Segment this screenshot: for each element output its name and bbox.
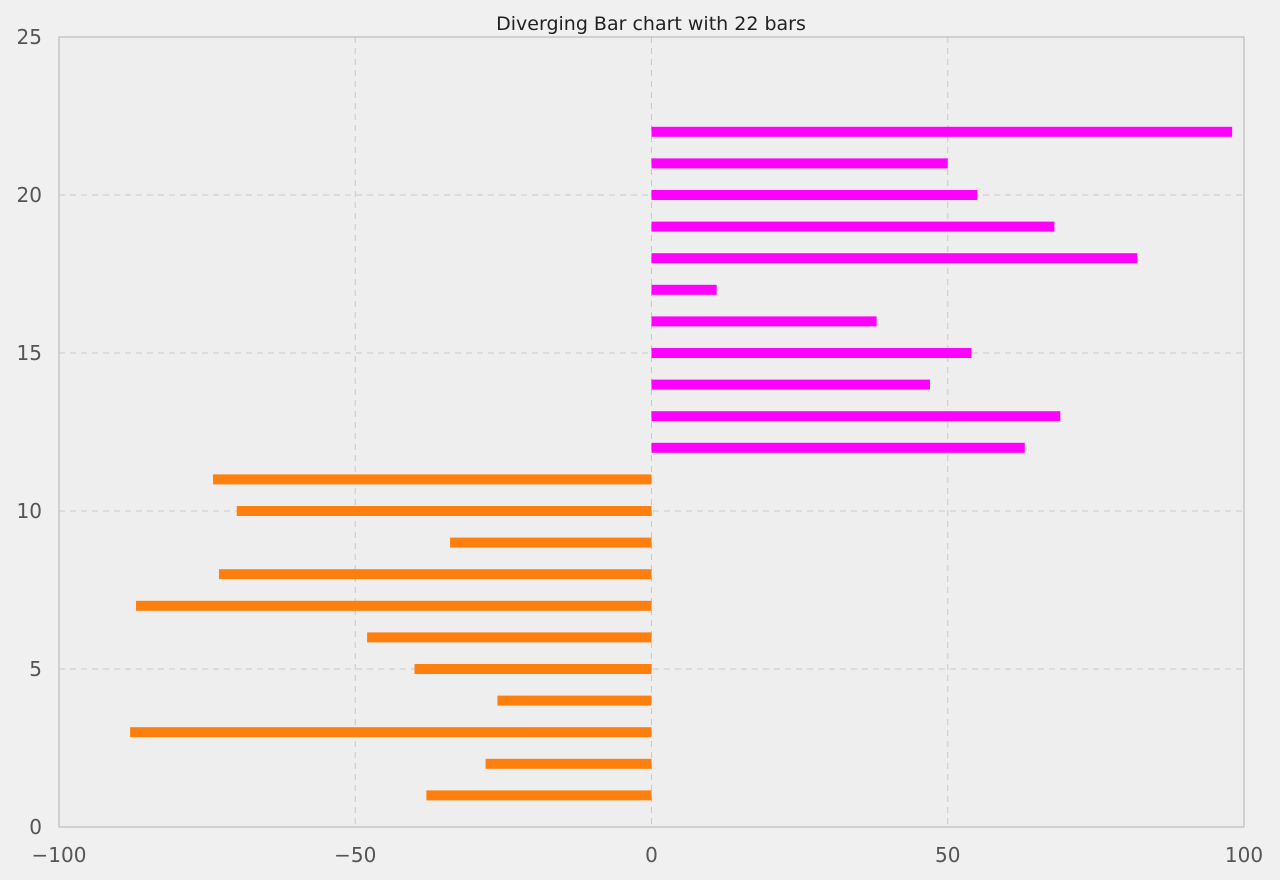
y-tick-label: 10 [17, 499, 42, 523]
y-tick-label: 0 [29, 815, 42, 839]
y-tick-labels: 0 5 10 15 20 25 [17, 25, 42, 839]
plot-area [59, 37, 1244, 827]
bar-13 [651, 411, 1061, 422]
bar-8 [218, 569, 652, 580]
x-tick-label: 100 [1225, 843, 1263, 867]
bar-18 [651, 253, 1138, 264]
chart-title: Diverging Bar chart with 22 bars [496, 13, 806, 35]
x-tick-labels: −100 −50 0 50 100 [32, 843, 1264, 867]
bars [130, 126, 1233, 801]
bar-19 [651, 221, 1055, 232]
bar-22 [651, 126, 1233, 137]
bar-14 [651, 379, 930, 390]
bar-9 [450, 537, 652, 548]
bar-6 [367, 632, 652, 643]
bar-15 [651, 348, 972, 358]
bar-16 [651, 316, 877, 327]
bar-20 [651, 190, 978, 200]
x-tick-label: −50 [334, 843, 376, 867]
y-tick-label: 25 [17, 25, 42, 49]
bar-3 [130, 727, 652, 738]
plot-frame [58, 36, 1245, 828]
y-tick-label: 20 [17, 183, 42, 207]
bar-21 [651, 158, 948, 169]
bar-4 [497, 695, 652, 706]
bar-5 [414, 664, 652, 674]
bar-17 [651, 284, 717, 295]
bar-11 [213, 474, 652, 485]
x-tick-label: 0 [645, 843, 658, 867]
bar-2 [485, 758, 652, 769]
x-tick-label: −100 [32, 843, 87, 867]
x-tick-label: 50 [935, 843, 960, 867]
y-tick-label: 15 [17, 341, 42, 365]
bar-10 [236, 506, 652, 516]
bar-1 [426, 790, 652, 801]
bar-12 [651, 442, 1025, 453]
bar-7 [136, 600, 652, 611]
y-tick-label: 5 [29, 657, 42, 681]
